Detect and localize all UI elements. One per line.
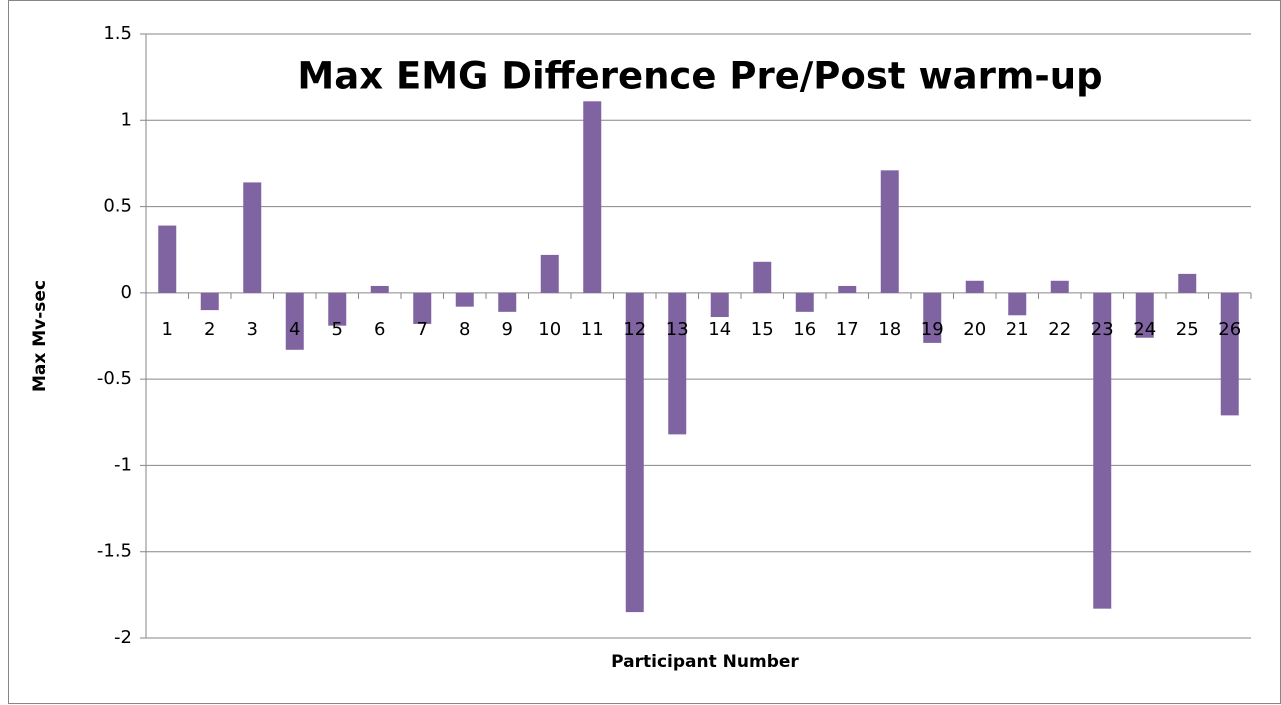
x-tick-label: 10 <box>538 319 561 340</box>
x-tick-label: 20 <box>963 319 986 340</box>
bar <box>455 292 474 307</box>
bar <box>158 225 177 293</box>
bar <box>200 292 219 311</box>
y-tick-label: 0.5 <box>103 196 132 217</box>
bar <box>540 254 559 293</box>
bar <box>1008 292 1027 316</box>
bar <box>243 182 262 293</box>
y-tick-label: 0 <box>121 282 132 303</box>
x-tick-label: 9 <box>502 319 513 340</box>
y-axis-label: Max Mv-sec <box>30 280 50 392</box>
y-tick-label: -1 <box>114 454 132 475</box>
bar <box>710 292 729 318</box>
x-tick-label: 8 <box>459 319 470 340</box>
bar <box>838 285 857 293</box>
chart-border <box>8 0 1281 704</box>
bar <box>1135 292 1154 338</box>
y-tick-label: -2 <box>114 627 132 648</box>
bar <box>923 292 942 343</box>
bar <box>285 292 304 350</box>
x-tick-label: 1 <box>162 319 173 340</box>
x-tick-label: 19 <box>921 319 944 340</box>
y-tick-label: 1 <box>121 109 132 130</box>
x-tick-label: 18 <box>878 319 901 340</box>
x-axis-label: Participant Number <box>611 652 799 672</box>
bar <box>795 292 814 312</box>
x-tick-label: 11 <box>581 319 604 340</box>
bar <box>1093 292 1112 609</box>
x-tick-label: 26 <box>1218 319 1241 340</box>
y-tick-label: -1.5 <box>97 541 132 562</box>
bar <box>328 292 347 326</box>
bar <box>1220 292 1239 416</box>
bar <box>498 292 517 312</box>
y-tick-label: 1.5 <box>103 23 132 44</box>
x-tick-label: 6 <box>374 319 385 340</box>
x-tick-label: 22 <box>1048 319 1071 340</box>
x-tick-label: 14 <box>708 319 731 340</box>
bar <box>965 280 984 293</box>
bar <box>668 292 687 435</box>
bar <box>370 285 389 293</box>
x-tick-label: 5 <box>332 319 343 340</box>
chart-title: Max EMG Difference Pre/Post warm-up <box>297 55 1102 98</box>
x-tick-label: 21 <box>1006 319 1029 340</box>
bar <box>413 292 432 324</box>
x-tick-label: 23 <box>1091 319 1114 340</box>
bar <box>583 101 602 293</box>
x-tick-label: 3 <box>247 319 258 340</box>
x-tick-label: 7 <box>417 319 428 340</box>
x-tick-label: 2 <box>204 319 215 340</box>
x-tick-label: 16 <box>793 319 816 340</box>
x-tick-label: 15 <box>751 319 774 340</box>
x-tick-label: 17 <box>836 319 859 340</box>
bar <box>625 292 644 613</box>
bar <box>753 261 772 293</box>
x-tick-label: 25 <box>1176 319 1199 340</box>
x-tick-label: 24 <box>1133 319 1156 340</box>
y-tick-label: -0.5 <box>97 368 132 389</box>
x-tick-label: 12 <box>623 319 646 340</box>
bar <box>1178 273 1197 293</box>
x-tick-label: 13 <box>666 319 689 340</box>
x-tick-label: 4 <box>289 319 300 340</box>
bar <box>880 170 899 293</box>
bar <box>1050 280 1069 293</box>
